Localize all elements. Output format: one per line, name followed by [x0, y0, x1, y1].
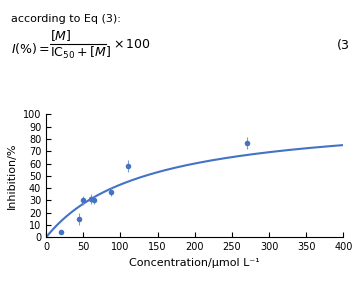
Y-axis label: Inhibition/%: Inhibition/%	[7, 143, 17, 209]
X-axis label: Concentration/μmol L⁻¹: Concentration/μmol L⁻¹	[129, 258, 260, 268]
Text: $\mathrm{IC}_{50}+[M]$: $\mathrm{IC}_{50}+[M]$	[50, 45, 110, 61]
Text: $I(\%)=$: $I(\%)=$	[11, 41, 50, 56]
Text: $[M]$: $[M]$	[50, 28, 71, 43]
Text: $(3$: $(3$	[336, 37, 350, 52]
Text: according to Eq (3):: according to Eq (3):	[11, 14, 120, 24]
Text: $\times\,100$: $\times\,100$	[113, 38, 151, 51]
